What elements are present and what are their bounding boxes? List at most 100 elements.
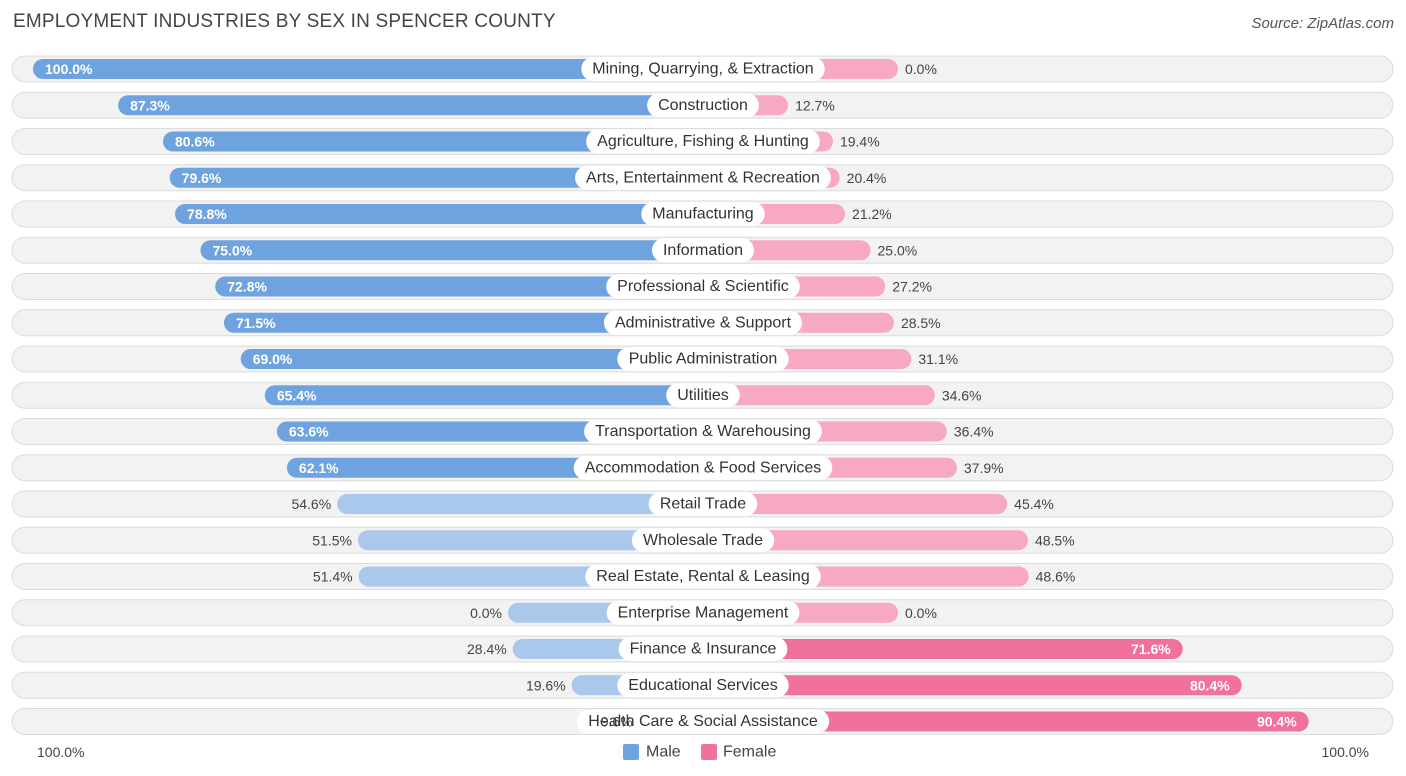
male-value-label: 63.6% [289,424,329,440]
male-bar [337,494,703,514]
male-bar [162,131,704,152]
axis-right-label: 100.0% [1322,744,1369,760]
category-label-box [606,600,800,625]
category-label-box [617,347,789,371]
male-value-label: 71.5% [236,315,276,331]
source-note: Source: ZipAtlas.com [1251,15,1394,32]
category-label-box [584,419,822,444]
category-label: Utilities [677,387,729,404]
male-bar [33,59,703,79]
female-value-label: 19.4% [840,134,880,150]
male-value-label: 87.3% [130,97,170,113]
category-label: Public Administration [629,351,778,368]
male-bar [175,204,704,224]
category-label-box [573,455,833,480]
male-bar [169,167,703,188]
category-label: Agriculture, Fishing & Hunting [597,133,809,150]
female-value-label: 25.0% [878,242,918,258]
male-value-label: 75.0% [213,242,253,258]
male-value-label: 65.4% [277,387,317,403]
axis-left-label: 100.0% [37,744,84,760]
female-value-label: 27.2% [892,279,932,295]
female-value-label: 45.4% [1014,496,1054,512]
category-label: Educational Services [628,677,777,694]
category-label-box [641,202,765,226]
category-label: Arts, Entertainment & Recreation [586,169,820,186]
category-label-box [606,274,800,299]
male-bar [215,276,704,297]
female-value-label: 31.1% [918,351,958,367]
male-bar [264,385,703,406]
category-label: Mining, Quarrying, & Extraction [592,61,813,78]
male-value-label: 54.6% [291,496,331,512]
category-label: Wholesale Trade [643,532,763,549]
legend-female-label: Female [723,744,776,761]
category-label-box [631,528,775,553]
male-bar [240,349,703,369]
male-value-label: 80.6% [175,134,215,150]
category-label: Health Care & Social Assistance [588,713,818,730]
category-label-box [576,709,830,734]
category-label: Retail Trade [660,496,746,513]
category-label-box [651,238,755,263]
female-value-label: 28.5% [901,315,941,331]
male-value-label: 79.6% [182,170,222,186]
category-label-box [603,310,803,335]
female-value-label: 0.0% [905,61,937,77]
category-label: Professional & Scientific [617,278,789,295]
male-value-label: 19.6% [526,677,566,693]
category-label-box [666,383,740,408]
category-label: Real Estate, Rental & Leasing [596,568,809,585]
category-label-box [647,93,759,118]
male-value-label: 9.6% [601,714,633,730]
female-value-label: 37.9% [964,460,1004,476]
female-bar [703,494,1008,514]
male-bar [200,240,703,261]
category-label: Finance & Insurance [630,641,777,658]
female-value-label: 90.4% [1257,714,1297,730]
female-bar [703,530,1028,551]
legend-male-label: Male [646,744,681,761]
female-value-label: 12.7% [795,97,835,113]
category-label: Enterprise Management [618,604,789,621]
category-label: Transportation & Warehousing [595,423,811,440]
category-label-box [617,673,789,698]
female-value-label: 21.2% [852,206,892,222]
male-bar [223,312,703,333]
male-value-label: 78.8% [187,206,227,222]
female-value-label: 48.6% [1036,569,1076,585]
male-value-label: 0.0% [470,605,502,621]
female-value-label: 48.5% [1035,532,1075,548]
category-label: Manufacturing [652,206,753,223]
female-bar [703,385,935,406]
category-label-box [618,637,788,661]
male-value-label: 100.0% [45,61,93,77]
legend-male-swatch [623,744,639,760]
category-label-box [586,129,820,154]
female-value-label: 71.6% [1131,641,1171,657]
female-value-label: 80.4% [1190,677,1230,693]
category-label-box [581,57,825,81]
male-value-label: 51.5% [312,532,352,548]
female-bar [703,675,1242,696]
chart-title: EMPLOYMENT INDUSTRIES BY SEX IN SPENCER … [13,11,556,32]
category-label-box [585,564,821,589]
female-bar [703,639,1183,659]
category-label: Construction [658,97,748,114]
category-label-box [648,492,758,516]
category-label-box [575,165,831,190]
female-value-label: 34.6% [942,387,982,403]
category-label: Administrative & Support [615,314,792,331]
male-bar [357,530,703,551]
category-label: Information [663,242,743,259]
male-value-label: 69.0% [253,351,293,367]
male-value-label: 72.8% [227,279,267,295]
male-value-label: 28.4% [467,641,507,657]
female-value-label: 20.4% [847,170,887,186]
male-value-label: 51.4% [313,569,353,585]
female-value-label: 36.4% [954,424,994,440]
female-bar [703,711,1309,732]
male-bar [118,95,704,116]
category-label: Accommodation & Food Services [585,459,822,476]
